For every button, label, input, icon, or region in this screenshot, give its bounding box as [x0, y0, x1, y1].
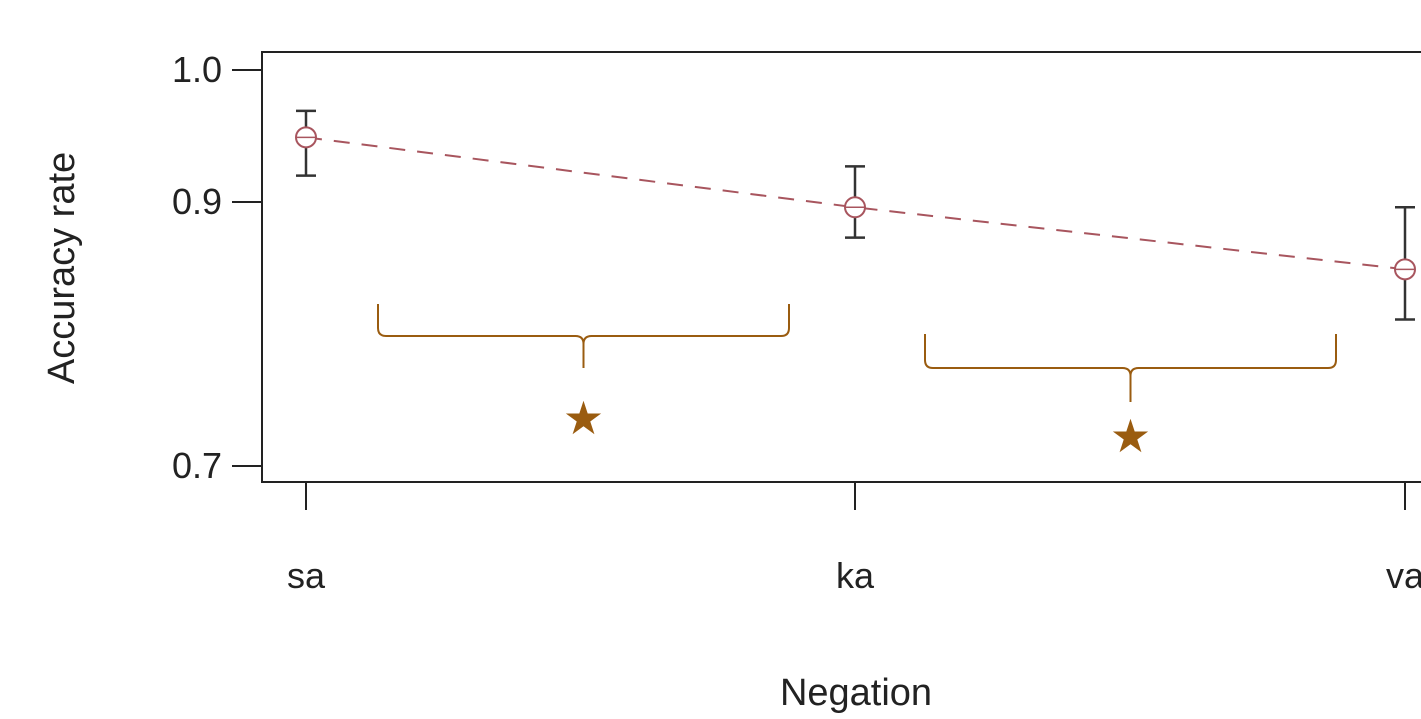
significance-bracket	[924, 334, 1337, 402]
annotations-group: ★ ★	[377, 304, 1337, 463]
significance-bracket	[377, 304, 790, 368]
y-axis-title: Accuracy rate	[41, 152, 83, 384]
x-tick-label-ka: ka	[836, 555, 875, 596]
series-group	[295, 109, 1416, 321]
y-tick-label: 0.9	[172, 181, 222, 222]
axes-group: 1.0 0.9 0.7 sa ka va	[172, 49, 1421, 596]
y-tick-label: 0.7	[172, 445, 222, 486]
x-axis-title: Negation	[780, 672, 932, 714]
y-tick-label: 1.0	[172, 49, 222, 90]
plot-frame	[261, 51, 1421, 483]
significance-star: ★	[1110, 409, 1151, 463]
x-tick-label-va: va	[1386, 555, 1421, 596]
significance-star: ★	[563, 391, 604, 445]
x-tick-label-sa: sa	[287, 555, 326, 596]
